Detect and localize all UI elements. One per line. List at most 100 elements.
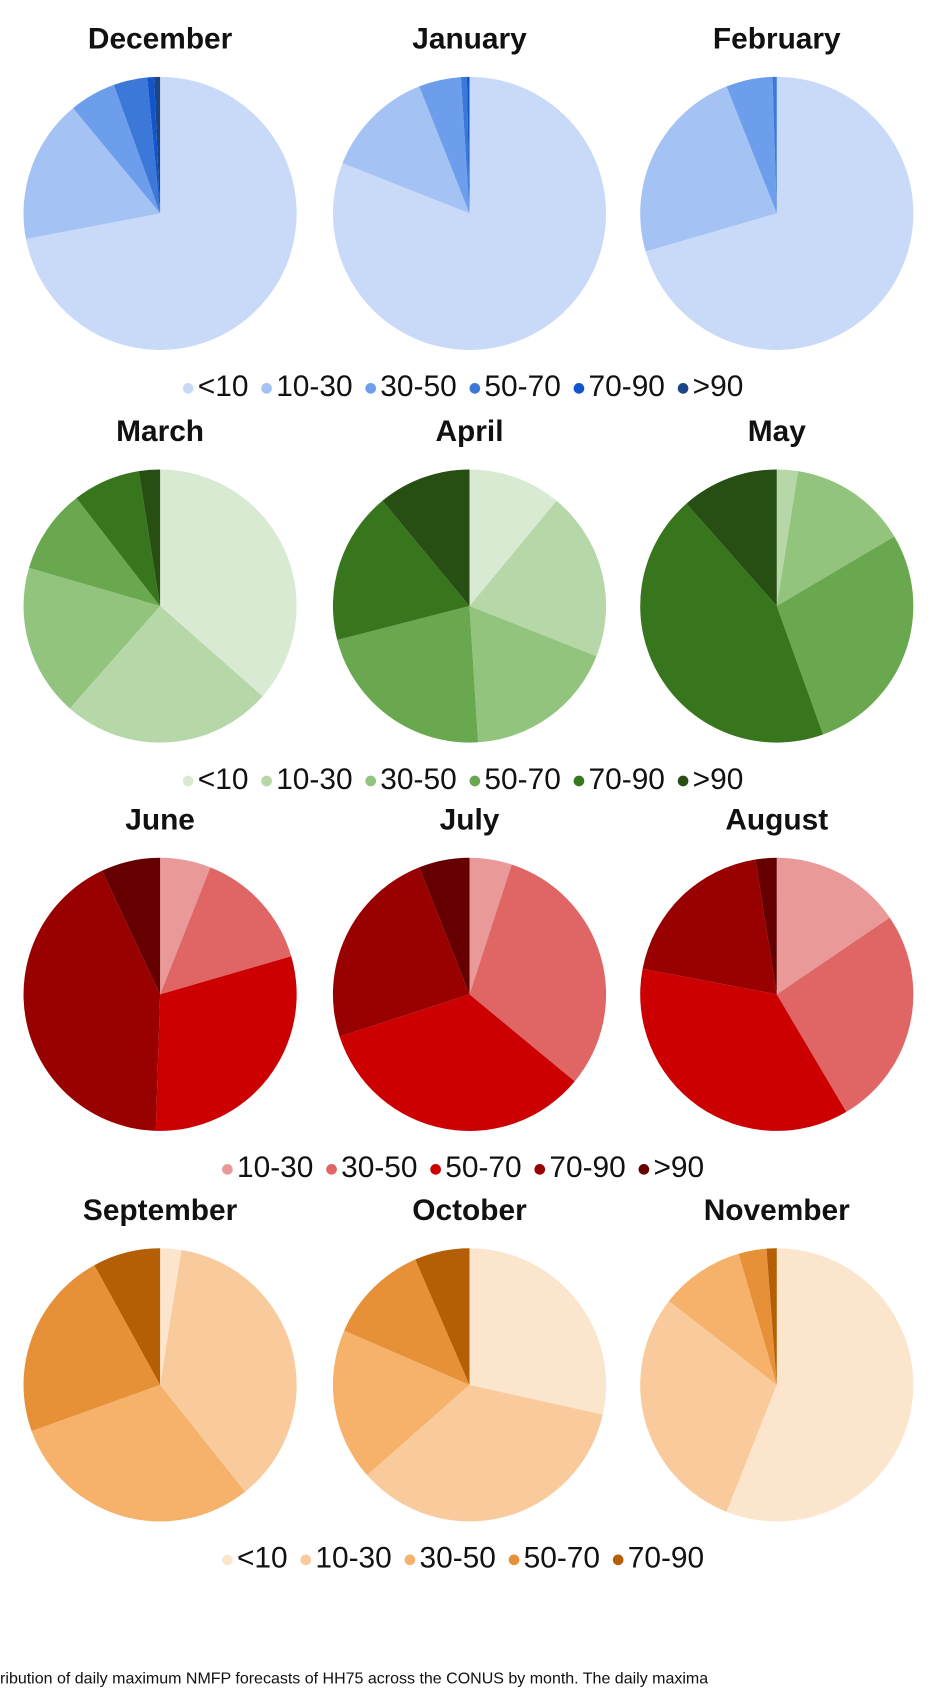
pie-slice (460, 76, 470, 214)
legend-marker (469, 383, 481, 394)
pie-slice (776, 917, 914, 1112)
pie-slice (23, 870, 161, 1131)
pie-slice (154, 76, 161, 214)
pie-title: July (440, 803, 500, 836)
legend-marker (365, 383, 377, 394)
pie-slice (419, 857, 470, 995)
pie-slice (419, 77, 470, 214)
pie-title: September (83, 1194, 238, 1227)
pie-slice (469, 500, 607, 657)
pie-slice (469, 606, 597, 743)
pie-title: October (412, 1194, 527, 1227)
pie-slice (776, 857, 890, 995)
pie-slice (642, 859, 777, 995)
legend-label: 50-70 (524, 1542, 600, 1575)
pie-slice (342, 86, 470, 214)
pie-slice (668, 1253, 777, 1385)
pie-slice (640, 968, 847, 1131)
legend-label: 30-50 (380, 763, 456, 796)
pie-slice (686, 469, 777, 607)
legend-label: 30-50 (380, 370, 456, 403)
pie-title: November (704, 1194, 850, 1227)
legend-label: 10-30 (315, 1542, 391, 1575)
pie-slice (160, 1248, 182, 1385)
pie-slice (28, 498, 161, 607)
pie-slice (113, 77, 161, 214)
legend-label: >90 (653, 1151, 704, 1184)
pie-title: May (748, 415, 806, 448)
legend-label: 10-30 (276, 763, 352, 796)
legend-label: 70-90 (628, 1542, 704, 1575)
legend-label: 70-90 (589, 763, 665, 796)
pie-slice (755, 857, 777, 995)
legend-label: <10 (198, 763, 249, 796)
pie-slice (23, 567, 161, 709)
pie-slice (160, 867, 292, 995)
pie-title: January (412, 22, 527, 55)
pie-slice (160, 469, 297, 697)
pie-slice (339, 994, 575, 1131)
legend-marker (222, 1554, 233, 1566)
pie-slice (766, 1248, 777, 1385)
pie-slice (469, 1248, 607, 1415)
pie-slice (332, 1330, 470, 1476)
pie-slice (101, 857, 161, 995)
pie-title: June (125, 803, 195, 836)
pie-slice (469, 864, 607, 1082)
legend-marker (404, 1554, 416, 1566)
pie-slice (332, 500, 470, 640)
pie-title: April (435, 415, 503, 448)
pie-slice (776, 469, 799, 607)
pie-slice (23, 108, 161, 239)
pie-slice (344, 1259, 470, 1385)
pie-title: February (713, 22, 841, 55)
pie-slice (69, 606, 263, 743)
legend-label: <10 (198, 370, 249, 403)
pie-slice (772, 76, 777, 214)
legend: <10 10-30 30-50 50-70 70-90 >90 (182, 370, 744, 403)
pie-slice (726, 1248, 914, 1522)
pie-title: March (116, 415, 204, 448)
pie-slice (469, 857, 512, 995)
pie-title: August (725, 803, 828, 836)
legend-label: >90 (693, 763, 744, 796)
pie-slice (160, 1249, 297, 1492)
pie-title: December (88, 22, 233, 55)
pie-slice (466, 76, 470, 214)
pie-slice (160, 857, 211, 995)
legend-marker (638, 1164, 650, 1175)
legend-label: 70-90 (589, 370, 665, 403)
pie-slice (138, 469, 161, 607)
legend-marker (677, 383, 689, 394)
pie-slice (76, 471, 161, 607)
pie-slice (776, 471, 895, 607)
pie-slice (25, 76, 297, 350)
legend-label: >90 (693, 370, 744, 403)
legend-label: <10 (237, 1542, 288, 1575)
pie-slice (73, 84, 161, 214)
pie-slice (640, 86, 777, 252)
pie-slice (640, 1301, 777, 1512)
legend-marker (430, 1164, 441, 1175)
legend: <10 10-30 30-50 50-70 70-90 >90 (182, 763, 744, 796)
legend-marker (573, 383, 585, 394)
pie-slice (155, 956, 297, 1131)
pie-slice (645, 76, 914, 350)
legend-label: 10-30 (237, 1151, 313, 1184)
pie-slice (382, 469, 470, 607)
pie-slice (332, 76, 607, 350)
legend-marker (326, 1164, 337, 1175)
pie-slice (94, 1248, 161, 1385)
pie-slice (337, 606, 479, 743)
caption: ribution of daily maximum NMFP forecasts… (0, 1671, 708, 1688)
pie-slice (469, 469, 557, 607)
legend-marker (182, 775, 194, 787)
legend-marker (677, 775, 689, 787)
legend-label: 50-70 (484, 370, 560, 403)
pie-slice (726, 76, 777, 214)
legend-marker (261, 383, 272, 394)
legend-marker (573, 775, 585, 787)
legend-marker (261, 775, 272, 787)
legend: 10-30 30-50 50-70 70-90 >90 (222, 1151, 704, 1184)
